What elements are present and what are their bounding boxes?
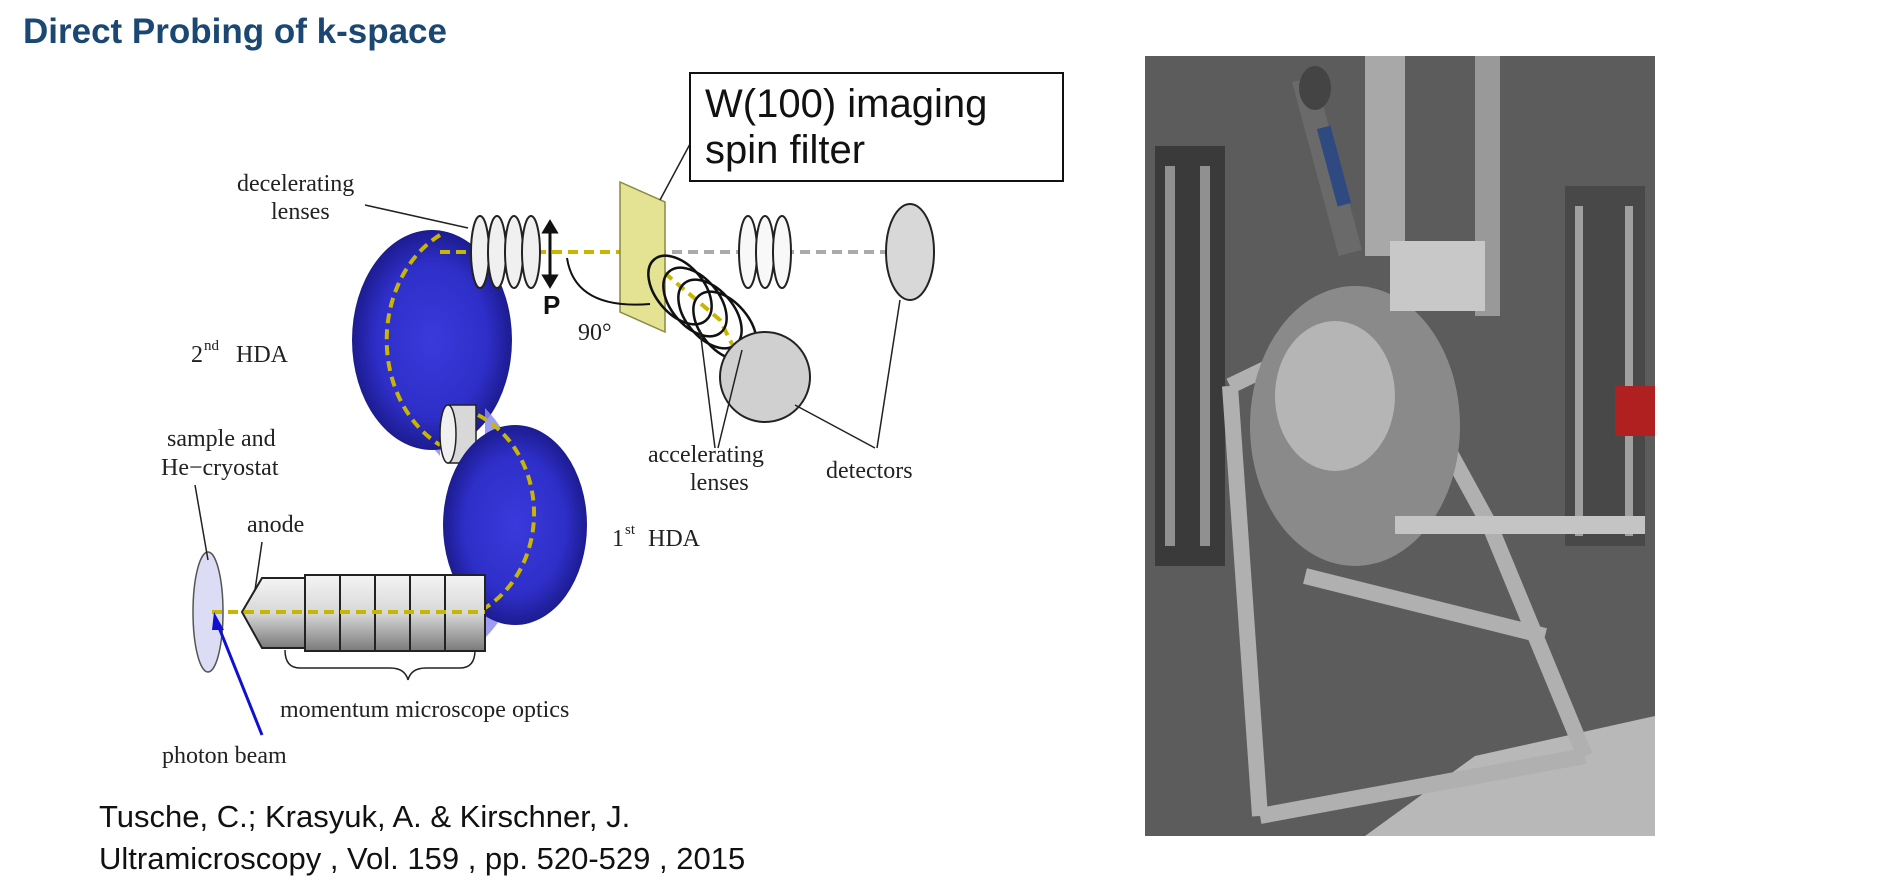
leader-lines <box>194 143 901 681</box>
label-accelerating: accelerating <box>648 442 764 468</box>
photon-beam-arrow <box>212 612 264 736</box>
label-decelerating-lenses: lenses <box>271 199 330 225</box>
label-anode: anode <box>247 512 304 538</box>
page-title: Direct Probing of k-space <box>23 12 447 51</box>
label-angle: 90° <box>578 320 612 346</box>
label-hda1-num: 1 <box>612 526 624 552</box>
citation-authors: Tusche, C.; Krasyuk, A. & Kirschner, J. <box>99 799 631 834</box>
accelerating-lenses-straight <box>738 215 792 289</box>
sample-disc <box>192 551 224 673</box>
label-hda2-sup: nd <box>204 338 220 354</box>
instrument-photo <box>1145 56 1655 836</box>
label-photon-beam: photon beam <box>162 743 287 769</box>
citation-journal: Ultramicroscopy , Vol. 159 , pp. 520-529… <box>99 841 746 876</box>
angle-arc <box>566 257 651 306</box>
label-optics: momentum microscope optics <box>280 697 569 723</box>
detector-reflected <box>719 331 811 423</box>
label-cryostat: He−cryostat <box>161 455 279 481</box>
label-hda1: HDA <box>648 526 701 552</box>
label-accelerating-lenses: lenses <box>690 470 749 496</box>
label-detectors: detectors <box>826 458 913 484</box>
accelerating-lenses-reflected <box>647 254 758 362</box>
label-decelerating: decelerating <box>237 171 354 197</box>
detector-straight <box>885 203 935 301</box>
spin-filter-label-2: spin filter <box>705 128 865 172</box>
spin-filter-label-1: W(100) imaging <box>705 82 987 126</box>
citation: Tusche, C.; Krasyuk, A. & Kirschner, J. … <box>99 796 745 880</box>
label-hda2: HDA <box>236 342 289 368</box>
label-hda2-num: 2 <box>191 342 203 368</box>
spin-filter-box <box>689 72 1064 182</box>
second-hda <box>352 230 512 456</box>
momentum-microscope-diagram: W(100) imaging spin filter decelerating … <box>161 72 1064 769</box>
polarization-arrow <box>541 219 559 289</box>
instrument-photo-drawing <box>1145 56 1655 836</box>
label-hda1-sup: st <box>625 522 636 538</box>
label-p: P <box>543 290 560 320</box>
decelerating-lenses <box>470 215 541 289</box>
label-sample: sample and <box>167 426 276 452</box>
